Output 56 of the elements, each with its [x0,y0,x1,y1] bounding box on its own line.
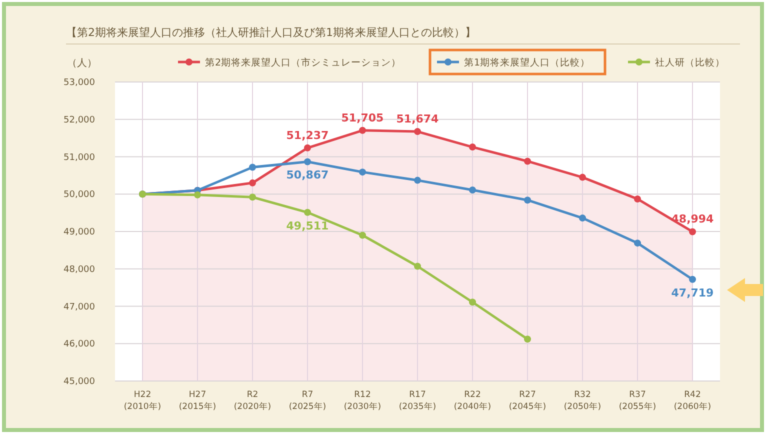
data-label: 50,867 [286,168,329,182]
point [414,128,421,136]
point [414,262,421,270]
data-label: 49,511 [286,219,329,232]
point [689,228,696,236]
point [524,158,531,165]
point [359,232,366,239]
point [524,336,531,343]
point [304,208,311,216]
legend-label: 第1期将来展望人口（比較） [464,56,590,68]
y-tick-label: 52,000 [64,115,96,126]
point [249,194,256,201]
point [304,158,311,166]
chart-title: 【第2期将来展望人口の推移（社人研推計人口及び第1期将来展望人口との比較）】 [66,26,476,39]
data-label: 51,237 [286,128,329,142]
point [469,144,476,151]
y-tick-label: 53,000 [64,78,96,88]
y-tick-label: 47,000 [64,302,96,312]
x-tick-label: R22 (2040年) [454,390,492,412]
x-tick-label: R2 (2020年) [234,390,272,412]
point [689,276,696,283]
point [469,186,476,194]
point [579,214,586,222]
x-tick-label: R32 (2050年) [564,390,602,412]
y-tick-label: 49,000 [64,228,96,238]
point [194,191,201,198]
y-axis-title: （人） [67,58,97,69]
y-tick-label: 51,000 [64,152,96,163]
legend-label: 社人研（比較） [655,56,725,68]
point [249,164,256,171]
point [414,176,421,184]
point [469,298,476,306]
legend-label: 第2期将来展望人口（市シミュレーション） [205,56,402,68]
point [634,195,641,202]
y-tick-label: 48,000 [64,264,96,275]
y-tick-label: 46,000 [64,340,96,350]
x-tick-label: H22 (2010年) [124,390,162,412]
point [579,174,586,181]
point [359,126,366,134]
x-tick-label: R17 (2035年) [398,390,436,412]
data-label: 51,674 [396,112,440,126]
x-tick-label: R7 (2025年) [288,390,326,412]
point [304,144,311,152]
x-tick-label: R42 (2060年) [674,390,712,412]
x-tick-label: H27 (2015年) [178,390,216,412]
data-label: 47,719 [671,286,714,300]
y-tick-label: 50,000 [64,190,96,200]
x-tick-label: R12 (2030年) [344,390,382,412]
point [249,179,256,186]
data-label: 51,705 [341,111,384,124]
point [634,240,641,247]
x-tick-label: R37 (2055年) [618,390,656,412]
point [524,196,531,204]
y-tick-label: 45,000 [64,377,96,387]
point [359,168,366,176]
x-tick-label: R27 (2045年) [508,390,546,412]
